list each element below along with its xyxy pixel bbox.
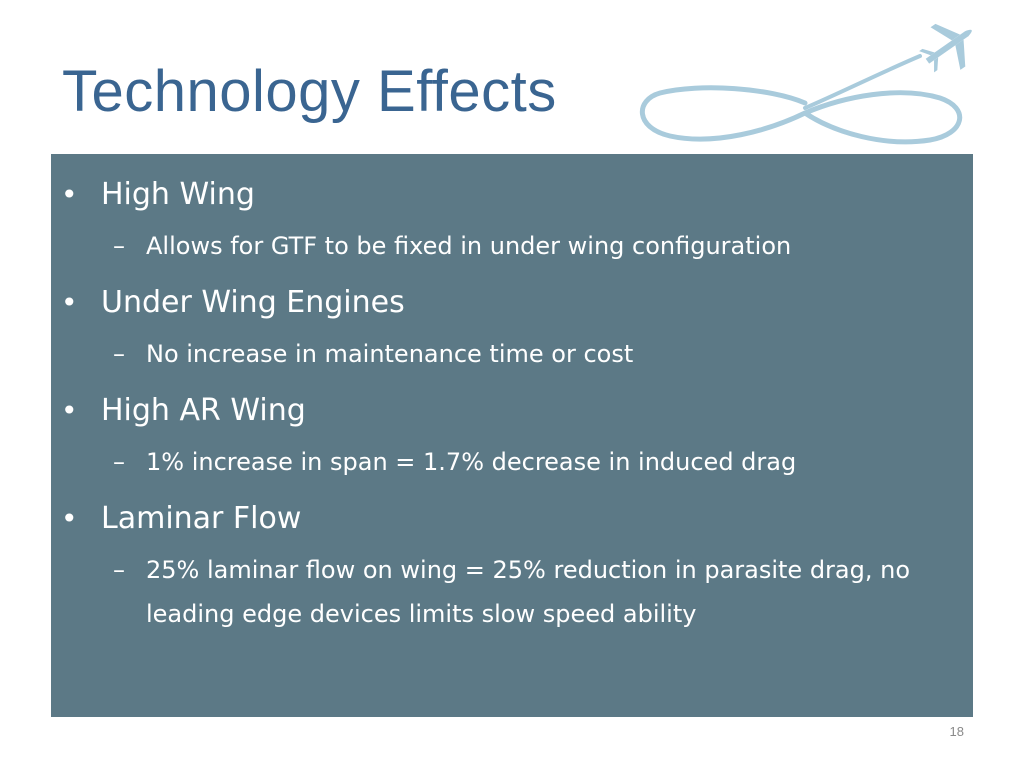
sub-bullet-list: –25% laminar flow on wing = 25% reductio… [101, 548, 973, 636]
sub-bullet-marker: – [113, 232, 125, 260]
bullet-list: • High Wing – Allows for GTF to be fixed in… [51, 172, 973, 648]
sub-bullet-marker: – [113, 556, 125, 584]
bullet-item: • High AR Wing –1% increase in span = 1.7%… [51, 388, 973, 484]
sub-bullet-item: – No increase in maintenance time or cost [101, 332, 973, 376]
bullet-marker: • [61, 178, 78, 211]
slide-title: Technology Effects [62, 59, 557, 124]
bullet-text: High Wing [101, 177, 255, 212]
sub-bullet-item: –1% increase in span = 1.7% decrease in … [101, 440, 973, 484]
sub-bullet-text: 1% increase in span = 1.7% decrease in i… [146, 448, 797, 476]
content-panel: • High Wing – Allows for GTF to be fixed in… [51, 154, 973, 717]
sub-bullet-marker: – [113, 340, 125, 368]
bullet-item: • High Wing – Allows for GTF to be fixed in… [51, 172, 973, 268]
page-number: 18 [949, 724, 964, 739]
sub-bullet-text: 25% laminar flow on wing = 25% reduction… [146, 556, 911, 628]
bullet-item: • Laminar Flow –25% laminar flow on wing =… [51, 496, 973, 636]
sub-bullet-marker: – [113, 448, 125, 476]
sub-bullet-text: No increase in maintenance time or cost [146, 340, 634, 368]
sub-bullet-list: – Allows for GTF to be fixed in under win… [101, 224, 973, 268]
bullet-item: • Under Wing Engines – No increase in maint… [51, 280, 973, 376]
sub-bullet-item: –25% laminar flow on wing = 25% reductio… [101, 548, 973, 636]
sub-bullet-list: – No increase in maintenance time or cost [101, 332, 973, 376]
bullet-text: Under Wing Engines [101, 285, 405, 320]
airplane-infinity-trail-icon [640, 23, 972, 145]
bullet-marker: • [61, 286, 78, 319]
bullet-text: High AR Wing [101, 393, 306, 428]
bullet-marker: • [61, 502, 78, 535]
bullet-text: Laminar Flow [101, 501, 302, 536]
bullet-marker: • [61, 394, 78, 427]
sub-bullet-text: Allows for GTF to be fixed in under wing… [146, 232, 792, 260]
sub-bullet-item: – Allows for GTF to be fixed in under win… [101, 224, 973, 268]
sub-bullet-list: –1% increase in span = 1.7% decrease in … [101, 440, 973, 484]
